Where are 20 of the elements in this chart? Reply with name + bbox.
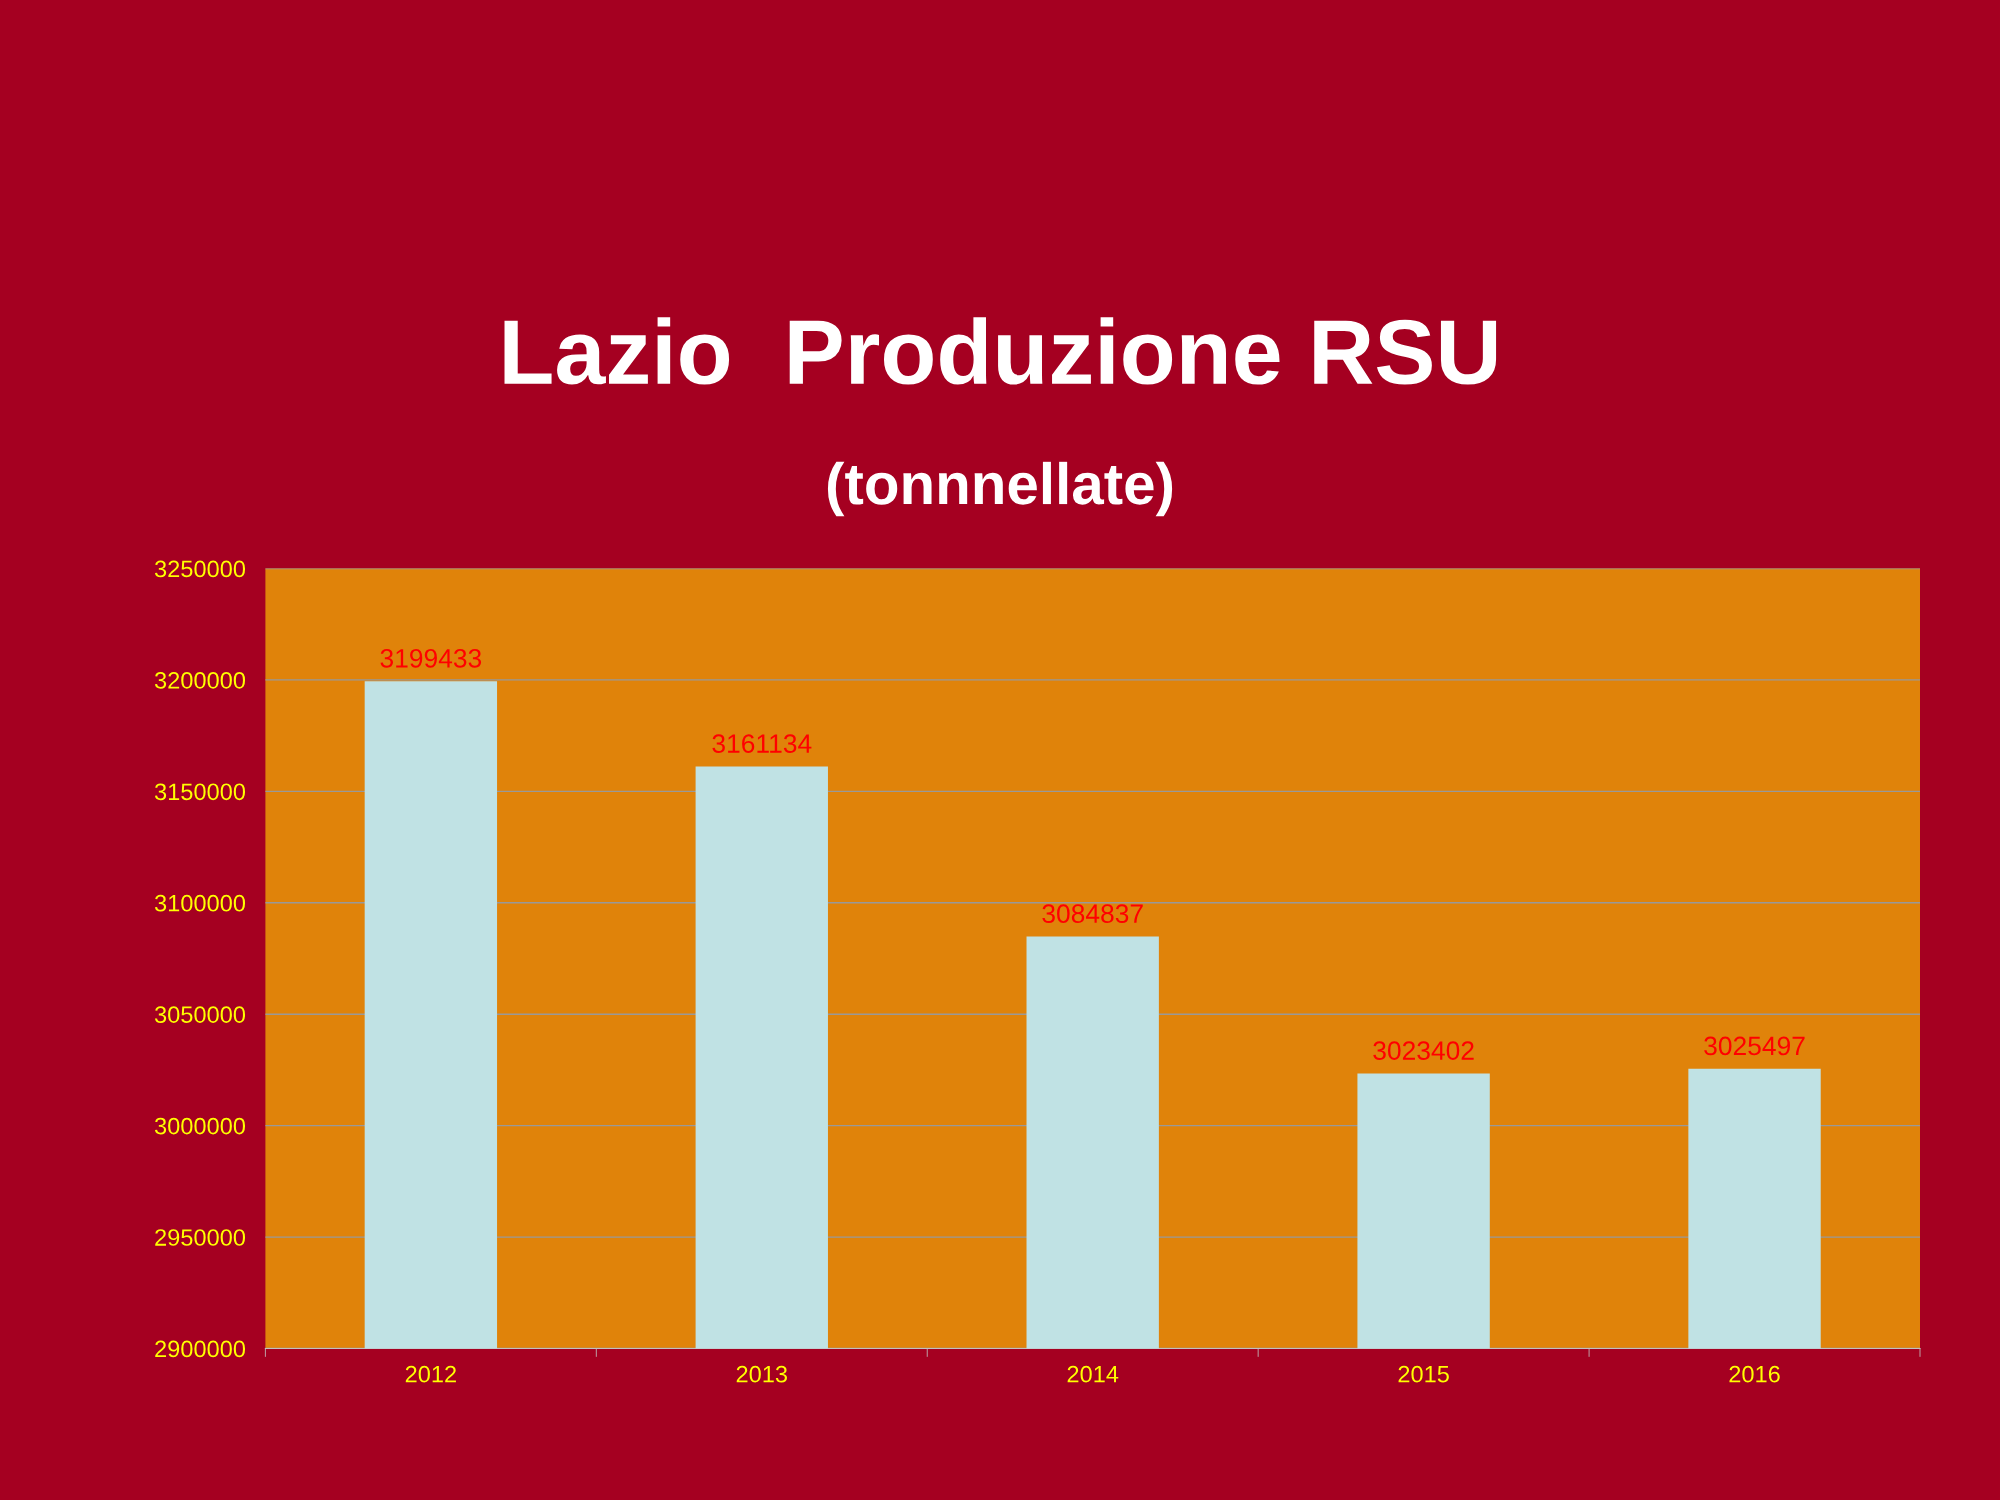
- data-label: 3084837: [1042, 904, 1143, 924]
- x-tick-label: 2016: [1729, 1365, 1780, 1383]
- chart-subtitle: (tonnnellate): [827, 461, 1173, 517]
- data-label: 3161134: [712, 734, 812, 753]
- y-tick-label: 3200000: [154, 672, 246, 689]
- y-tick-label: 3000000: [154, 1117, 246, 1135]
- chart-title: Lazio Produzione RSU: [504, 317, 1497, 385]
- x-tick-label: 2012: [405, 1365, 456, 1383]
- y-tick-label: 3100000: [154, 894, 246, 912]
- data-label: 3023402: [1373, 1041, 1474, 1060]
- data-label: 3025497: [1704, 1036, 1805, 1056]
- y-tick-label: 2950000: [155, 1229, 246, 1246]
- data-label: 3199433: [380, 648, 482, 668]
- y-tick-label: 3250000: [154, 560, 246, 578]
- x-tick-label: 2015: [1398, 1365, 1449, 1383]
- y-tick-label: 2900000: [155, 1340, 246, 1358]
- y-tick-label: 3050000: [154, 1006, 246, 1023]
- x-tick-label: 2013: [736, 1365, 788, 1383]
- y-tick-label: 3150000: [154, 783, 246, 801]
- x-tick-label: 2014: [1067, 1365, 1119, 1383]
